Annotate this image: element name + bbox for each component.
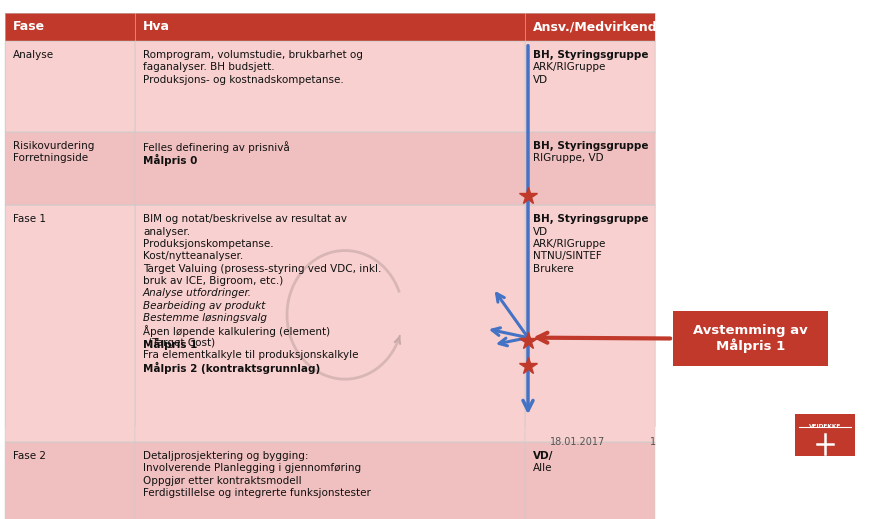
Text: bruk av ICE, Bigroom, etc.): bruk av ICE, Bigroom, etc.) bbox=[143, 276, 283, 286]
Text: 1: 1 bbox=[650, 438, 656, 447]
Text: ARK/RIGruppe: ARK/RIGruppe bbox=[533, 62, 606, 72]
Bar bbox=[525, 12, 655, 41]
Text: Hva: Hva bbox=[143, 20, 170, 33]
Text: Target Valuing (prosess-styring ved VDC, inkl.: Target Valuing (prosess-styring ved VDC,… bbox=[143, 264, 381, 274]
Bar bbox=[135, 41, 525, 132]
Text: Forretningside: Forretningside bbox=[13, 154, 88, 163]
Text: BH, Styringsgruppe: BH, Styringsgruppe bbox=[533, 141, 649, 151]
Text: Avstemming av
Målpris 1: Avstemming av Målpris 1 bbox=[693, 323, 808, 353]
Text: Ferdigstillelse og integrerte funksjonstester: Ferdigstillelse og integrerte funksjonst… bbox=[143, 488, 371, 498]
Text: Fase 1: Fase 1 bbox=[13, 214, 46, 224]
Text: Bearbeiding av produkt: Bearbeiding av produkt bbox=[143, 301, 266, 311]
Text: faganalyser. BH budsjett.: faganalyser. BH budsjett. bbox=[143, 62, 274, 72]
Text: Alle: Alle bbox=[533, 463, 552, 473]
Bar bbox=[5, 41, 135, 132]
Bar bbox=[135, 442, 525, 519]
Text: VD: VD bbox=[533, 75, 548, 85]
Bar bbox=[135, 12, 525, 41]
Text: BIM og notat/beskrivelse av resultat av: BIM og notat/beskrivelse av resultat av bbox=[143, 214, 347, 224]
Text: Målpris 0: Målpris 0 bbox=[143, 154, 198, 166]
Text: Risikovurdering: Risikovurdering bbox=[13, 141, 94, 151]
Bar bbox=[525, 132, 655, 206]
Text: Målpris 2 (kontraktsgrunnlag): Målpris 2 (kontraktsgrunnlag) bbox=[143, 362, 321, 374]
Bar bbox=[525, 206, 655, 442]
Text: RIGruppe, VD: RIGruppe, VD bbox=[533, 154, 604, 163]
Text: analyser.: analyser. bbox=[143, 227, 190, 237]
Text: (Target Cost): (Target Cost) bbox=[145, 338, 215, 348]
Bar bbox=[5, 132, 135, 206]
Text: Produksjons- og kostnadskompetanse.: Produksjons- og kostnadskompetanse. bbox=[143, 75, 344, 85]
Text: Åpen løpende kalkulering (element): Åpen løpende kalkulering (element) bbox=[143, 325, 330, 337]
Text: BH, Styringsgruppe: BH, Styringsgruppe bbox=[533, 214, 649, 224]
Text: Involverende Planlegging i gjennomføring: Involverende Planlegging i gjennomføring bbox=[143, 463, 361, 473]
Text: NTNU/SINTEF: NTNU/SINTEF bbox=[533, 251, 602, 262]
Bar bbox=[525, 442, 655, 519]
Text: VD: VD bbox=[533, 227, 548, 237]
Text: Analyse: Analyse bbox=[13, 50, 54, 60]
Text: 18.01.2017: 18.01.2017 bbox=[550, 438, 605, 447]
Text: Oppgjør etter kontraktsmodell: Oppgjør etter kontraktsmodell bbox=[143, 476, 301, 486]
Bar bbox=[795, 414, 855, 456]
Text: VEIDEKKE: VEIDEKKE bbox=[809, 424, 841, 429]
Text: Kost/nytteanalyser.: Kost/nytteanalyser. bbox=[143, 251, 243, 262]
Text: Fase 2: Fase 2 bbox=[13, 451, 46, 461]
Text: Analyse utfordringer.: Analyse utfordringer. bbox=[143, 289, 252, 298]
Bar bbox=[673, 311, 828, 366]
Text: VD/: VD/ bbox=[533, 451, 553, 461]
Text: Målpris 1: Målpris 1 bbox=[143, 338, 198, 350]
Text: Fase: Fase bbox=[13, 20, 45, 33]
Text: Bestemme løsningsvalg: Bestemme løsningsvalg bbox=[143, 313, 267, 323]
Text: ARK/RIGruppe: ARK/RIGruppe bbox=[533, 239, 606, 249]
Bar bbox=[5, 206, 135, 442]
Text: Romprogram, volumstudie, brukbarhet og: Romprogram, volumstudie, brukbarhet og bbox=[143, 50, 363, 60]
Text: Produksjonskompetanse.: Produksjonskompetanse. bbox=[143, 239, 273, 249]
Bar bbox=[135, 132, 525, 206]
Text: BH, Styringsgruppe: BH, Styringsgruppe bbox=[533, 50, 649, 60]
Bar bbox=[5, 442, 135, 519]
Bar bbox=[525, 41, 655, 132]
Text: Fra elementkalkyle til produksjonskalkyle: Fra elementkalkyle til produksjonskalkyl… bbox=[143, 350, 359, 360]
Text: Felles definering av prisnivå: Felles definering av prisnivå bbox=[143, 141, 290, 153]
Bar bbox=[135, 206, 525, 442]
Text: Ansv./Medvirkende: Ansv./Medvirkende bbox=[533, 20, 666, 33]
Text: Detaljprosjektering og bygging:: Detaljprosjektering og bygging: bbox=[143, 451, 308, 461]
Bar bbox=[5, 12, 135, 41]
Text: Brukere: Brukere bbox=[533, 264, 574, 274]
